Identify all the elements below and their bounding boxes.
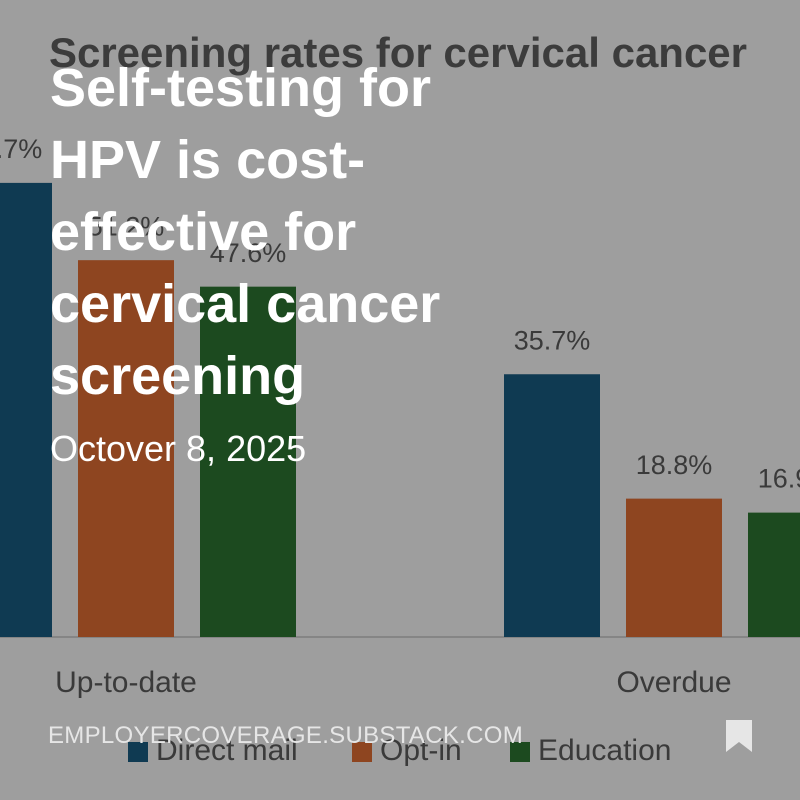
legend-label: Opt-in xyxy=(380,734,462,767)
bar xyxy=(200,286,296,637)
bookmark-notch xyxy=(726,742,752,752)
post-date: Octover 8, 2025 xyxy=(50,428,307,469)
bar xyxy=(626,498,722,637)
value-label: 51.2% xyxy=(88,211,165,241)
chart-title: Screening rates for cervical cancer xyxy=(49,29,747,76)
bar xyxy=(78,260,174,637)
post-site[interactable]: EMPLOYERCOVERAGE.SUBSTACK.COM xyxy=(48,722,524,749)
x-tick-label: Overdue xyxy=(616,666,731,699)
bar xyxy=(0,182,52,637)
bar xyxy=(504,374,600,637)
legend-swatch xyxy=(510,742,530,762)
value-label: 61.7% xyxy=(0,134,42,164)
bar xyxy=(748,512,800,637)
value-label: 35.7% xyxy=(514,325,591,355)
value-label: 18.8% xyxy=(636,450,713,480)
post-title: Self-testing for HPV is cost-effective f… xyxy=(50,58,441,406)
legend-label: Direct mail xyxy=(156,734,298,767)
legend-label: Education xyxy=(538,734,671,767)
legend-swatch xyxy=(352,742,372,762)
value-label: 47.6% xyxy=(210,238,287,268)
legend-swatch xyxy=(128,742,148,762)
value-label: 16.9% xyxy=(758,464,800,494)
x-tick-label: Up-to-date xyxy=(55,666,197,699)
